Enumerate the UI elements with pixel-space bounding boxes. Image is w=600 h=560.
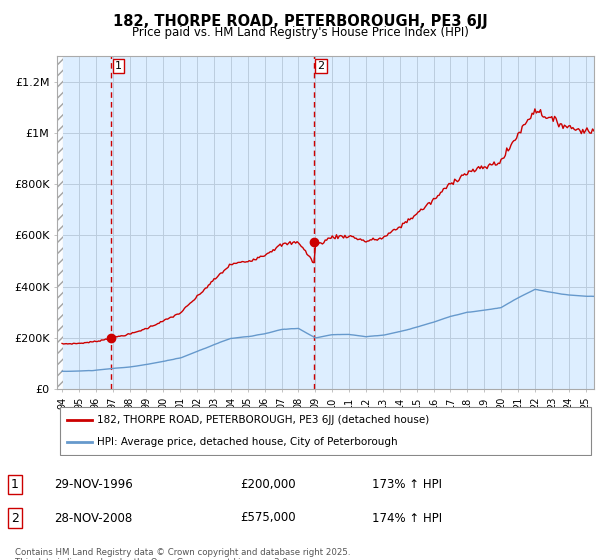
Text: 29-NOV-1996: 29-NOV-1996: [54, 478, 133, 491]
Bar: [57, 56, 64, 389]
Text: 182, THORPE ROAD, PETERBOROUGH, PE3 6JJ: 182, THORPE ROAD, PETERBOROUGH, PE3 6JJ: [113, 14, 487, 29]
Text: 28-NOV-2008: 28-NOV-2008: [54, 511, 132, 525]
Text: 2: 2: [317, 61, 325, 71]
Text: 1: 1: [115, 61, 122, 71]
Text: 174% ↑ HPI: 174% ↑ HPI: [372, 511, 442, 525]
Text: 173% ↑ HPI: 173% ↑ HPI: [372, 478, 442, 491]
Text: Contains HM Land Registry data © Crown copyright and database right 2025.
This d: Contains HM Land Registry data © Crown c…: [15, 548, 350, 560]
Text: 2: 2: [11, 511, 19, 525]
Text: £575,000: £575,000: [240, 511, 296, 525]
Text: HPI: Average price, detached house, City of Peterborough: HPI: Average price, detached house, City…: [97, 437, 398, 447]
Text: 1: 1: [11, 478, 19, 491]
Text: Price paid vs. HM Land Registry's House Price Index (HPI): Price paid vs. HM Land Registry's House …: [131, 26, 469, 39]
FancyBboxPatch shape: [59, 407, 592, 455]
Text: 182, THORPE ROAD, PETERBOROUGH, PE3 6JJ (detached house): 182, THORPE ROAD, PETERBOROUGH, PE3 6JJ …: [97, 415, 430, 425]
Text: £200,000: £200,000: [240, 478, 296, 491]
